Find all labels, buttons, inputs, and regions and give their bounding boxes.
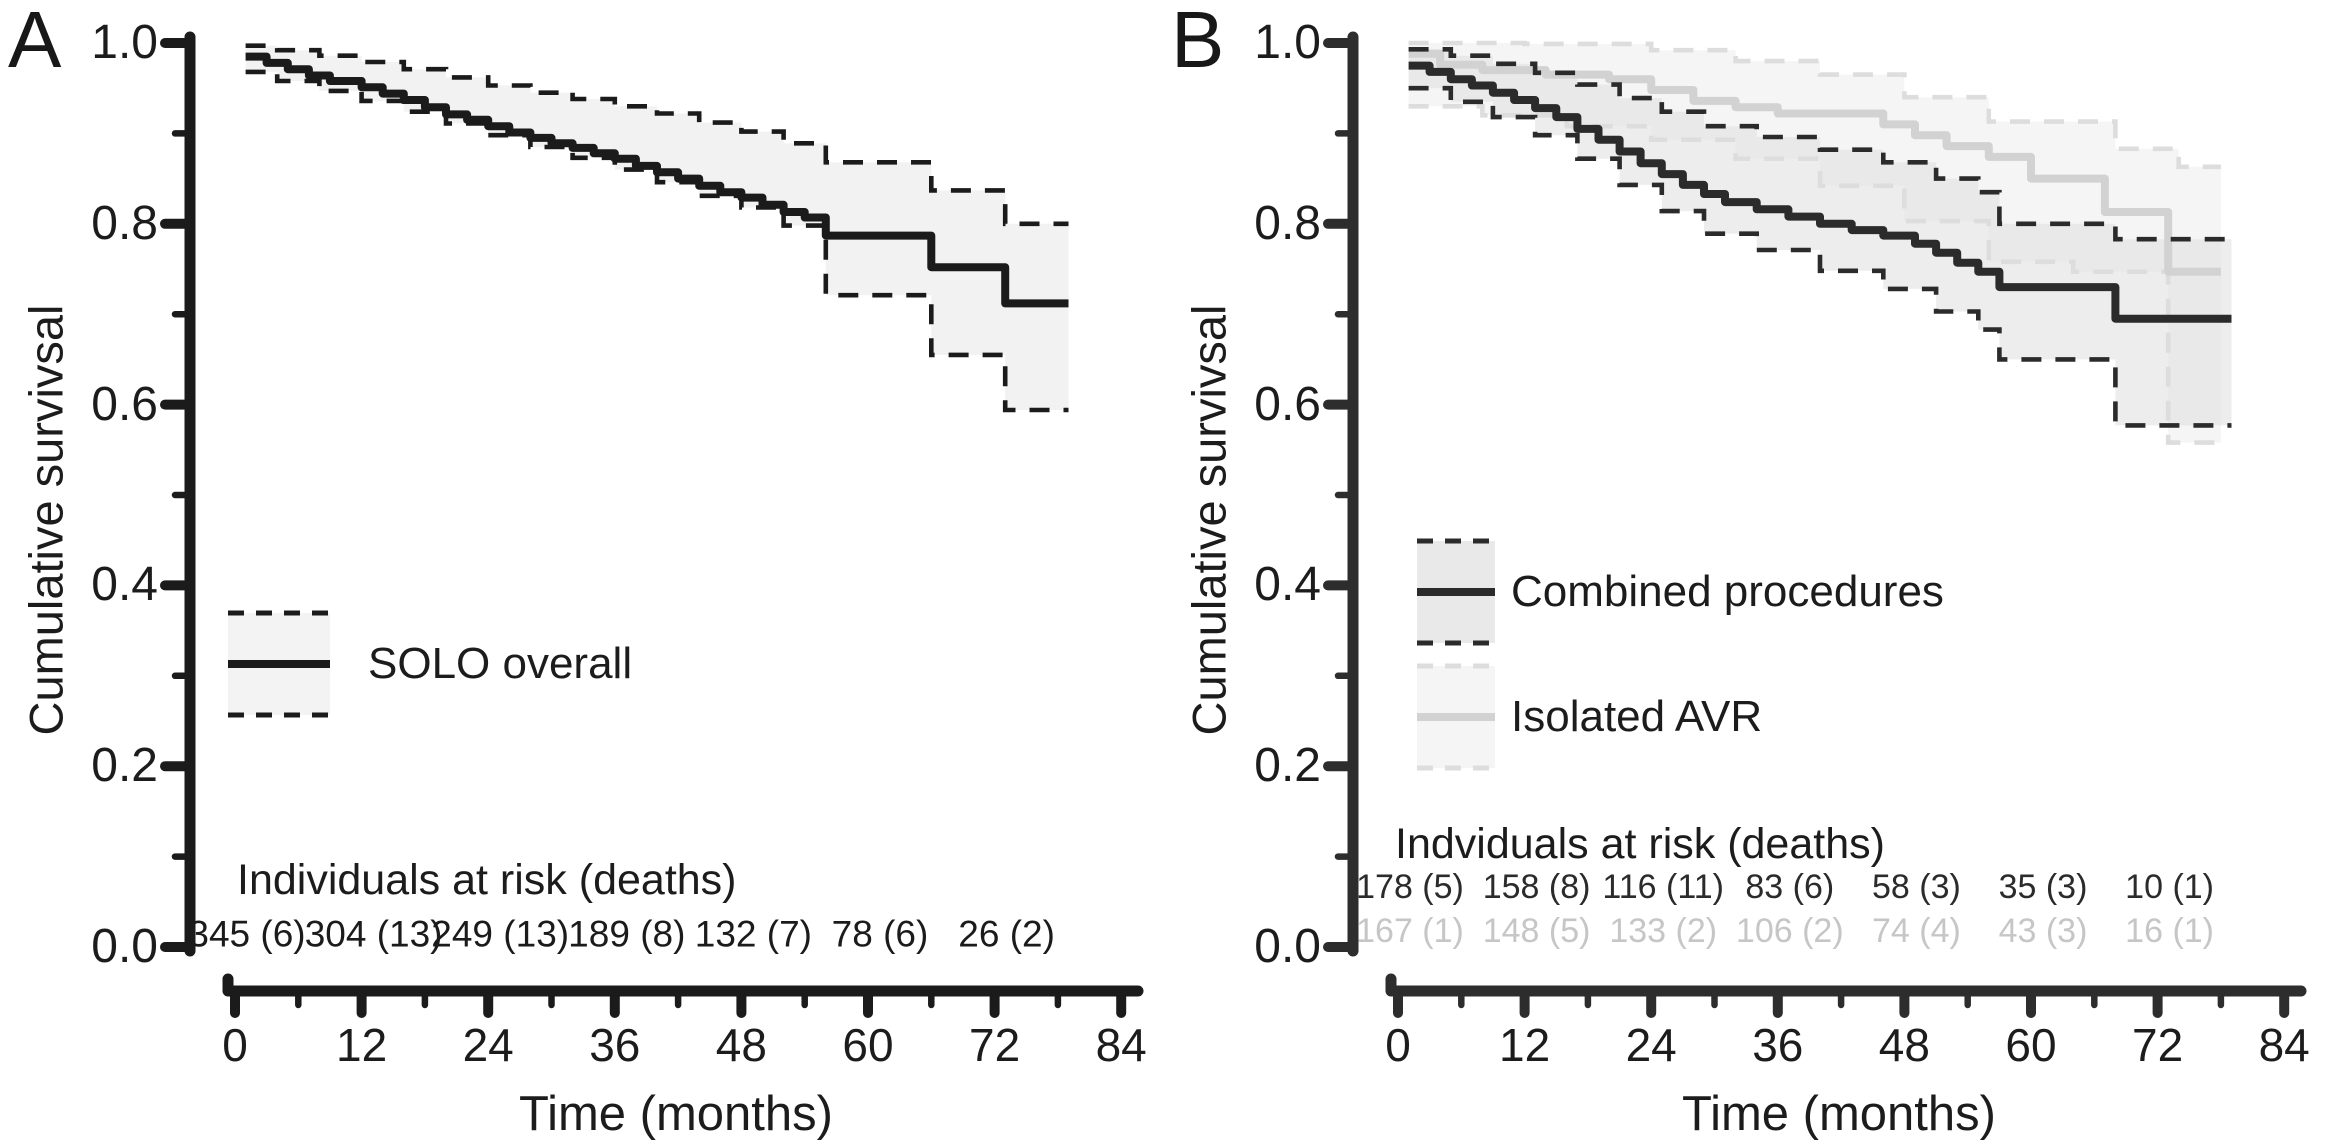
km-curve-isolated-avr: [1408, 49, 2221, 276]
y-tick-label: 0.6: [91, 377, 158, 431]
at-risk-value: 10 (1): [2125, 868, 2215, 906]
x-tick-label: 36: [1752, 1019, 1804, 1071]
panel-B-letter: B: [1171, 0, 1225, 84]
at-risk-value: 16 (1): [2125, 912, 2215, 950]
ci-upper-solo-overall: [245, 43, 1069, 227]
ci-lower-solo-overall: [245, 69, 1069, 413]
y-tick-label: 0.4: [91, 558, 158, 612]
x-tick-label: 84: [2258, 1019, 2310, 1071]
y-tick-label: 0.8: [91, 196, 158, 250]
ci-lower-combined-procedures: [1408, 85, 2232, 428]
at-risk-value: 132 (7): [694, 913, 813, 955]
x-tick-label: 72: [2132, 1019, 2184, 1071]
legend-label-combined-procedures: Combined procedures: [1511, 567, 1944, 616]
at-risk-value: 43 (3): [1998, 912, 2088, 950]
at-risk-value: 58 (3): [1871, 868, 1961, 906]
panel-A: A Cumulative survivsal 1.0 0.8 0.6 0.4 0.2 0.…: [8, 0, 1147, 1141]
x-tick-label: 72: [969, 1019, 1021, 1071]
ci-band-isolated-avr: [1408, 43, 2221, 443]
at-risk-value: 106 (2): [1735, 912, 1844, 950]
x-tick-label: 48: [1878, 1019, 1930, 1071]
x-tick-label: 36: [589, 1019, 641, 1071]
ci-upper-combined-procedures: [1408, 47, 2232, 242]
y-tick-label: 0.4: [1254, 558, 1321, 612]
panel-B: B Cumulative survivsal 1.0 0.8 0.6 0.4 0.2 0.…: [1163, 0, 2326, 1148]
x-tick-label: 12: [336, 1019, 388, 1071]
panel-B-plot: [1323, 31, 2307, 1018]
y-tick-label: 0.6: [1254, 377, 1321, 431]
at-risk-value: 148 (5): [1482, 912, 1591, 950]
y-tick-label: 1.0: [91, 16, 158, 69]
km-curve-solo-overall: [245, 52, 1069, 308]
y-tick-label: 0.0: [91, 920, 158, 973]
at-risk-value: 83 (6): [1745, 868, 1835, 906]
at-risk-value: 345 (6): [188, 913, 306, 955]
at-risk-value: 249 (13): [431, 913, 570, 955]
at-risk-value: 35 (3): [1998, 868, 2088, 906]
x-tick-label: 48: [715, 1019, 767, 1071]
x-axis-line: [222, 973, 1144, 997]
ci-upper-isolated-avr: [1408, 40, 2221, 170]
x-tick-label: 0: [1385, 1019, 1411, 1071]
panel-A-letter: A: [8, 0, 62, 84]
x-tick-label: 84: [1095, 1019, 1147, 1071]
x-tick-label: 60: [2005, 1019, 2057, 1071]
panel-A-at-risk-title: Individuals at risk (deaths): [237, 856, 737, 904]
at-risk-value: 116 (11): [1602, 868, 1724, 906]
x-tick-label: 24: [1625, 1019, 1677, 1071]
km-curve-combined-procedures: [1408, 61, 2232, 323]
legend-label-solo-overall: SOLO overall: [368, 639, 633, 688]
at-risk-value: 167 (1): [1356, 912, 1464, 950]
x-tick-label: 24: [462, 1019, 514, 1071]
x-tick-label: 0: [222, 1019, 248, 1071]
y-tick-label: 0.8: [1254, 196, 1321, 250]
at-risk-value: 26 (2): [958, 913, 1055, 955]
at-risk-value: 304 (13): [304, 913, 443, 955]
panel-B-at-risk-title: Indviduals at risk (deaths): [1395, 820, 1885, 868]
at-risk-value: 189 (8): [568, 913, 686, 955]
y-tick-label: 0.0: [1254, 920, 1321, 973]
x-tick-label: 12: [1499, 1019, 1551, 1071]
y-tick-label: 0.2: [91, 739, 158, 793]
x-tick-label: 60: [842, 1019, 894, 1071]
ci-lower-isolated-avr: [1408, 104, 2221, 445]
panel-B-x-axis-title: Time (months): [1681, 1087, 1997, 1141]
at-risk-value: 178 (5): [1356, 868, 1464, 906]
x-axis-line: [1385, 973, 2307, 997]
y-tick-label: 1.0: [1254, 16, 1321, 69]
y-tick-label: 0.2: [1254, 739, 1321, 793]
panel-A-x-axis-title: Time (months): [518, 1087, 834, 1141]
panel-A-plot: [160, 31, 1144, 1018]
at-risk-value: 133 (2): [1609, 912, 1718, 950]
at-risk-value: 74 (4): [1871, 912, 1961, 950]
at-risk-value: 78 (6): [831, 913, 929, 955]
legend-label-isolated-avr: Isolated AVR: [1511, 692, 1763, 741]
at-risk-value: 158 (8): [1482, 868, 1591, 906]
